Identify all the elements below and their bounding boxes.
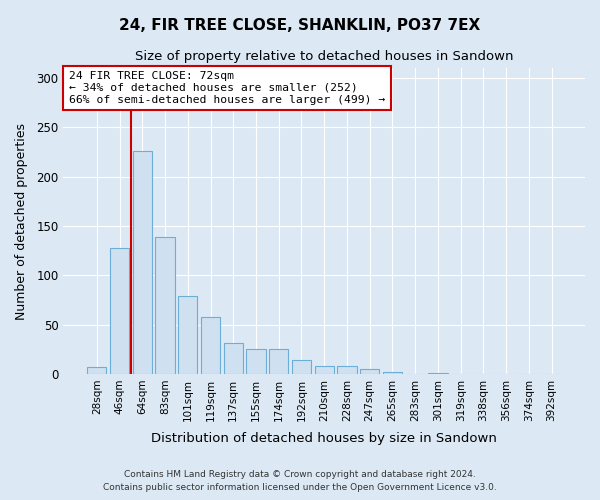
Bar — [292, 360, 311, 374]
Text: 24, FIR TREE CLOSE, SHANKLIN, PO37 7EX: 24, FIR TREE CLOSE, SHANKLIN, PO37 7EX — [119, 18, 481, 32]
Bar — [133, 151, 152, 374]
Bar — [87, 367, 106, 374]
Text: Contains HM Land Registry data © Crown copyright and database right 2024.
Contai: Contains HM Land Registry data © Crown c… — [103, 470, 497, 492]
Title: Size of property relative to detached houses in Sandown: Size of property relative to detached ho… — [135, 50, 514, 63]
X-axis label: Distribution of detached houses by size in Sandown: Distribution of detached houses by size … — [151, 432, 497, 445]
Bar — [383, 372, 402, 374]
Bar — [337, 366, 356, 374]
Bar — [247, 350, 266, 374]
Bar — [428, 373, 448, 374]
Bar — [360, 369, 379, 374]
Bar — [224, 344, 243, 374]
Bar — [110, 248, 129, 374]
Bar — [155, 237, 175, 374]
Bar — [178, 296, 197, 374]
Bar — [201, 316, 220, 374]
Text: 24 FIR TREE CLOSE: 72sqm
← 34% of detached houses are smaller (252)
66% of semi-: 24 FIR TREE CLOSE: 72sqm ← 34% of detach… — [68, 72, 385, 104]
Bar — [314, 366, 334, 374]
Y-axis label: Number of detached properties: Number of detached properties — [15, 122, 28, 320]
Bar — [269, 350, 289, 374]
